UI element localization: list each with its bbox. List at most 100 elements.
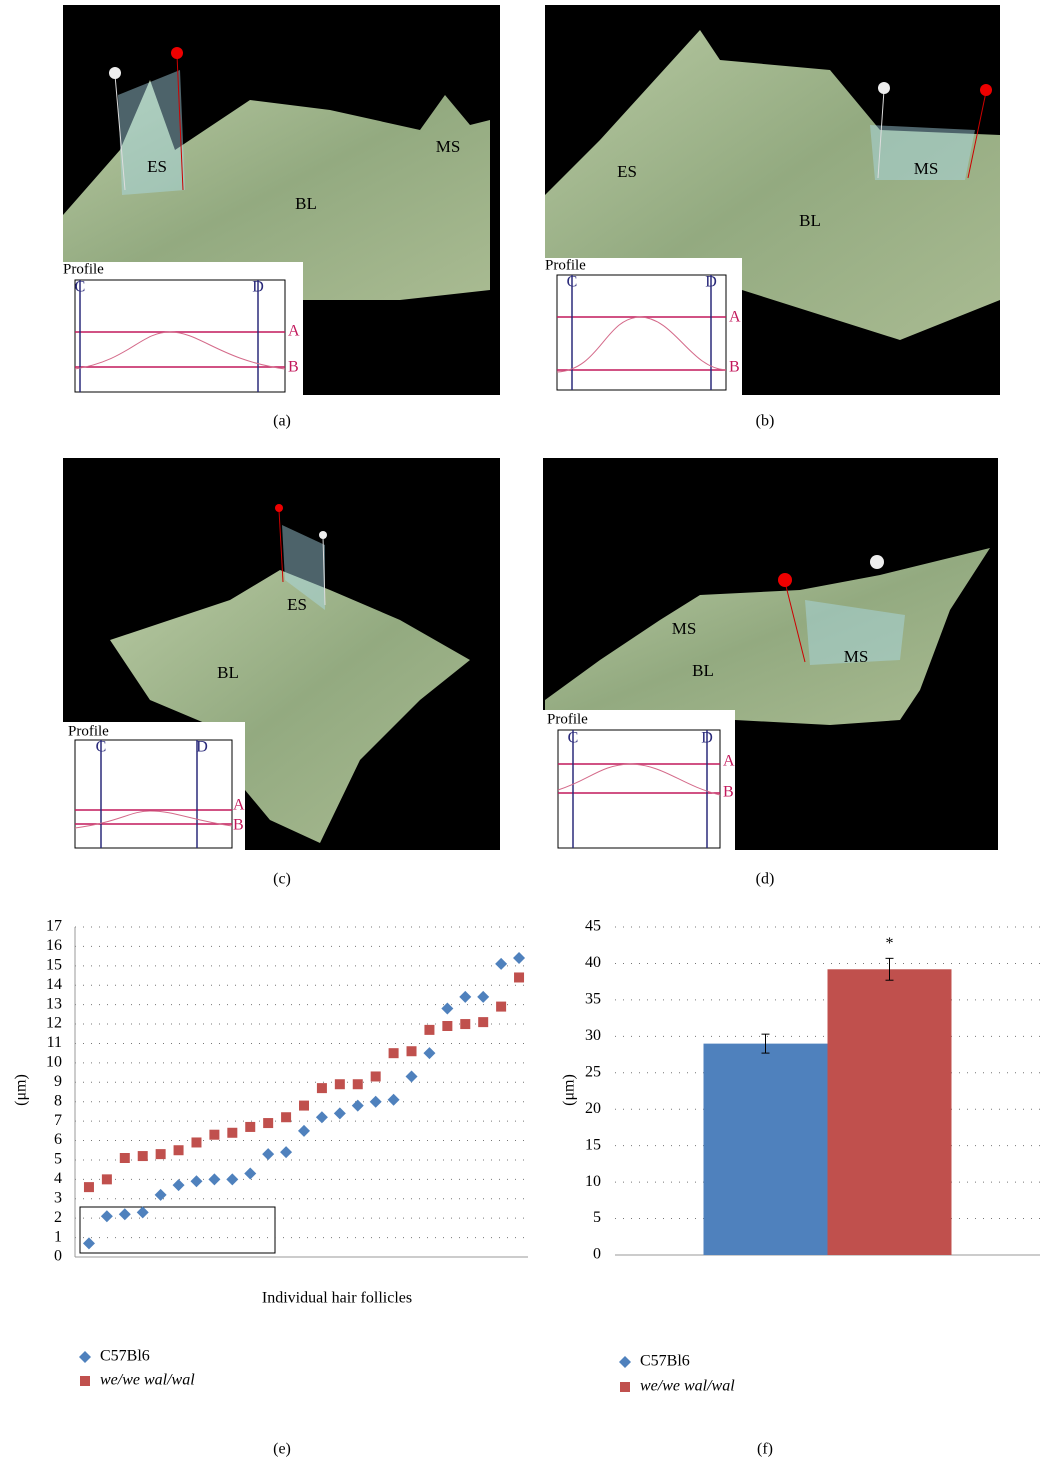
- point: [459, 991, 471, 1003]
- marker-label: B: [233, 817, 244, 834]
- point: [370, 1096, 382, 1108]
- marker-label: B: [723, 784, 734, 801]
- caption: (e): [273, 1441, 291, 1458]
- profile-inset: [63, 722, 245, 852]
- pin-head: [778, 573, 792, 587]
- point: [495, 958, 507, 970]
- point: [371, 1071, 381, 1081]
- marker-label: C: [96, 739, 107, 756]
- point: [190, 1175, 202, 1187]
- point: [101, 1210, 113, 1222]
- marker-label: A: [729, 309, 741, 326]
- y-tick-label: 10: [585, 1173, 601, 1190]
- profile-title: Profile: [68, 723, 109, 739]
- y-tick-label: 20: [585, 1100, 601, 1117]
- y-tick-label: 11: [47, 1034, 62, 1051]
- pin-head: [319, 531, 327, 539]
- point: [173, 1179, 185, 1191]
- marker-label: B: [288, 359, 299, 376]
- point: [389, 1048, 399, 1058]
- point: [119, 1208, 131, 1220]
- point: [244, 1168, 256, 1180]
- legend-label: we/we wal/wal: [100, 1372, 195, 1389]
- region-label: BL: [295, 194, 317, 213]
- legend-marker: [80, 1376, 90, 1386]
- legend-label: we/we wal/wal: [640, 1378, 735, 1395]
- marker-label: A: [233, 797, 245, 814]
- y-tick-label: 14: [46, 976, 62, 993]
- y-tick-label: 3: [54, 1189, 62, 1206]
- caption: (d): [756, 871, 775, 888]
- marker-label: C: [75, 279, 86, 296]
- caption: (c): [273, 871, 291, 888]
- point: [138, 1151, 148, 1161]
- caption: (f): [757, 1441, 773, 1458]
- point: [424, 1025, 434, 1035]
- legend-marker: [620, 1382, 630, 1392]
- region-label: MS: [436, 137, 461, 156]
- point: [209, 1130, 219, 1140]
- region-label: MS: [844, 647, 869, 666]
- region-label: ES: [147, 157, 167, 176]
- region-label: ES: [287, 595, 307, 614]
- marker-label: C: [567, 274, 578, 291]
- region-label: MS: [914, 159, 939, 178]
- point: [460, 1019, 470, 1029]
- legend-marker: [619, 1356, 631, 1368]
- point: [496, 1002, 506, 1012]
- marker-label: D: [705, 274, 717, 291]
- panel-c: ES BL Profile C D A B (c): [63, 458, 500, 888]
- profile-title: Profile: [63, 261, 104, 277]
- pin-head: [980, 84, 992, 96]
- point: [262, 1148, 274, 1160]
- significance-mark: *: [886, 935, 894, 952]
- point: [298, 1125, 310, 1137]
- point: [477, 991, 489, 1003]
- point: [191, 1137, 201, 1147]
- y-tick-label: 5: [54, 1151, 62, 1168]
- point: [513, 952, 525, 964]
- pin-head: [870, 555, 884, 569]
- y-tick-label: 7: [54, 1112, 62, 1129]
- pin-head: [171, 47, 183, 59]
- y-tick-label: 13: [46, 995, 62, 1012]
- x-axis-label: Individual hair follicles: [262, 1290, 412, 1307]
- point: [299, 1101, 309, 1111]
- point: [423, 1047, 435, 1059]
- y-tick-label: 2: [54, 1209, 62, 1226]
- point: [156, 1149, 166, 1159]
- y-tick-label: 0: [54, 1248, 62, 1265]
- legend-marker: [79, 1351, 91, 1363]
- y-tick-label: 17: [46, 918, 62, 935]
- point: [280, 1146, 292, 1158]
- point: [388, 1094, 400, 1106]
- point: [208, 1173, 220, 1185]
- point: [353, 1079, 363, 1089]
- y-tick-label: 30: [585, 1027, 601, 1044]
- caption: (b): [756, 413, 775, 430]
- marker-label: D: [196, 739, 208, 756]
- point: [352, 1100, 364, 1112]
- region-label: BL: [692, 661, 714, 680]
- profile-title: Profile: [547, 711, 588, 727]
- legend-label: C57Bl6: [640, 1353, 690, 1370]
- legend-label: C57Bl6: [100, 1348, 150, 1365]
- y-tick-label: 35: [585, 991, 601, 1008]
- point: [317, 1083, 327, 1093]
- panel-d: MS MS BL Profile C D A B (d): [543, 458, 998, 888]
- point: [514, 972, 524, 982]
- y-tick-label: 9: [54, 1073, 62, 1090]
- y-tick-label: 5: [593, 1209, 601, 1226]
- y-tick-label: 12: [46, 1015, 62, 1032]
- y-tick-label: 4: [54, 1170, 62, 1187]
- region-label: BL: [217, 663, 239, 682]
- pin-head: [275, 504, 283, 512]
- region-label: BL: [799, 211, 821, 230]
- marker-label: A: [723, 753, 735, 770]
- point: [442, 1021, 452, 1031]
- point: [102, 1174, 112, 1184]
- pin-head: [878, 82, 890, 94]
- point: [120, 1153, 130, 1163]
- profile-title: Profile: [545, 257, 586, 273]
- marker-label: A: [288, 323, 300, 340]
